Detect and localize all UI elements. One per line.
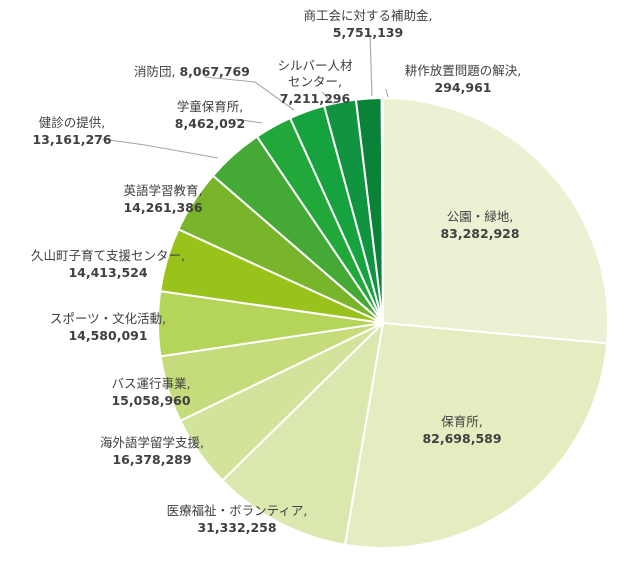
data-label-value: 14,413,524 — [68, 265, 147, 280]
data-label-name: 英語学習教育, — [124, 183, 203, 198]
leader-line-10 — [234, 118, 263, 124]
data-label-value: 31,332,258 — [197, 520, 276, 535]
pie-slice-1 — [382, 96, 609, 345]
data-label-2: 保育所, 82,698,589 — [422, 414, 501, 446]
data-label-4: 海外語学留学支援, 16,378,289 — [100, 435, 204, 467]
data-label-name: 耕作放置問題の解決, — [405, 63, 521, 78]
data-label-value: 16,378,289 — [112, 452, 191, 467]
data-label-value: 7,211,296 — [280, 91, 351, 106]
data-label-value: 14,580,091 — [68, 328, 147, 343]
leader-line-9 — [101, 138, 219, 159]
leader-line-13 — [369, 34, 373, 97]
pie-slice-2 — [343, 321, 609, 549]
data-label-7: 久山町子育て支援センター, 14,413,524 — [31, 248, 185, 280]
data-label-name: 消防団, — [134, 64, 175, 79]
data-label-name: 公園・緑地, — [447, 209, 513, 224]
data-label-name: 海外語学留学支援, — [100, 435, 204, 450]
data-label-name: 健診の提供, — [39, 115, 105, 130]
data-label-11: 消防団, 8,067,769 — [134, 64, 250, 79]
data-label-12: シルバー人材センター, 7,211,296 — [277, 58, 352, 106]
data-label-name: シルバー人材 — [277, 58, 352, 73]
data-label-value: 294,961 — [435, 80, 492, 95]
data-label-1: 公園・緑地, 83,282,928 — [440, 209, 519, 241]
data-label-10: 学童保育所, 8,462,092 — [175, 99, 245, 131]
data-label-name: スポーツ・文化活動, — [50, 311, 166, 326]
pie-slice-3 — [221, 320, 385, 546]
data-label-5: バス運行事業, 15,058,960 — [111, 376, 190, 408]
data-label-6: スポーツ・文化活動, 14,580,091 — [50, 311, 166, 343]
data-label-name: 保育所, — [441, 414, 482, 429]
data-label-value: 83,282,928 — [440, 226, 519, 241]
data-label-value: 5,751,139 — [333, 25, 403, 40]
data-label-3: 医療福祉・ボランティア, 31,332,258 — [167, 503, 308, 535]
data-label-name: センター, — [288, 74, 342, 89]
data-label-name: 久山町子育て支援センター, — [31, 248, 185, 263]
data-label-13: 商工会に対する補助金, 5,751,139 — [304, 8, 433, 40]
data-label-14: 耕作放置問題の解決, 294,961 — [405, 63, 521, 95]
data-label-value: 8,462,092 — [175, 116, 245, 131]
data-label-name: バス運行事業, — [112, 376, 191, 391]
data-label-name: 商工会に対する補助金, — [304, 8, 433, 23]
leader-line-14 — [385, 88, 389, 98]
leader-line-12 — [321, 91, 336, 106]
data-label-name: 学童保育所, — [177, 99, 243, 114]
data-label-value: 13,161,276 — [32, 132, 111, 147]
data-label-value: 8,067,769 — [179, 64, 249, 79]
data-label-value: 82,698,589 — [422, 431, 501, 446]
leader-line-11 — [204, 76, 295, 111]
data-label-value: 14,261,386 — [123, 200, 202, 215]
data-label-name: 医療福祉・ボランティア, — [167, 503, 308, 518]
data-label-value: 15,058,960 — [111, 393, 190, 408]
data-label-9: 健診の提供, 13,161,276 — [32, 115, 111, 147]
pie-slice-14 — [380, 96, 384, 324]
data-label-8: 英語学習教育, 14,261,386 — [123, 183, 202, 215]
